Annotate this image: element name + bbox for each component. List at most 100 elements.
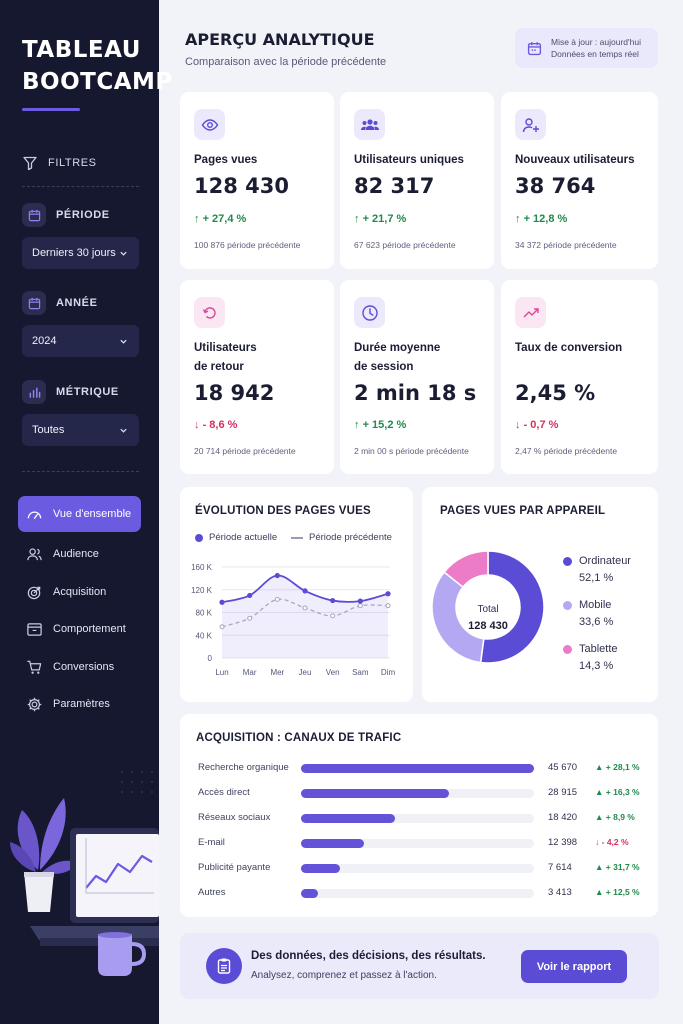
- period-header: PÉRIODE: [22, 203, 110, 227]
- donut-chart-card: PAGES VUES PAR APPAREIL Total 128 430 Or…: [422, 487, 658, 702]
- line-chart: 0 40 K 80 K 120 K 160 K Lun Mar Mer Jeu Ven Sam Dim: [191, 563, 395, 677]
- period-select[interactable]: Derniers 30 jours: [22, 237, 139, 269]
- cta-banner: Des données, des décisions, des résultat…: [180, 933, 659, 999]
- data-point-current: [274, 572, 280, 579]
- refresh-icon: [194, 297, 225, 328]
- kpi-value: 38 764: [515, 174, 596, 198]
- y-tick-label: 40 K: [196, 631, 213, 640]
- kpi-card-returning-users: Utilisateurs de retour 18 942 ↓ - 8,6 % 2…: [180, 280, 334, 474]
- channel-delta: ▲ + 31,7 %: [595, 862, 640, 872]
- arrow-up-icon: ▲: [595, 862, 604, 872]
- page-title: APERÇU ANALYTIQUE: [185, 30, 375, 49]
- nav-item-settings[interactable]: Paramètres: [18, 686, 141, 722]
- x-tick-label: Mar: [243, 668, 257, 677]
- sidebar-divider: [22, 186, 139, 187]
- channel-value: 28 915: [548, 787, 578, 798]
- nav-item-acquisition[interactable]: Acquisition: [18, 574, 141, 610]
- kpi-card-unique-users: Utilisateurs uniques 82 317 ↑ + 21,7 % 6…: [340, 92, 494, 269]
- acquisition-title: ACQUISITION : CANAUX DE TRAFIC: [196, 732, 402, 744]
- year-label: ANNÉE: [56, 297, 98, 309]
- eye-icon: [194, 109, 225, 140]
- cart-icon: [26, 659, 43, 676]
- legend-dot-tablet: [563, 645, 572, 654]
- metric-header: MÉTRIQUE: [22, 380, 119, 404]
- donut-slice-ordinateur: [479, 550, 545, 664]
- channel-delta: ▲ + 28,1 %: [595, 762, 640, 772]
- cta-title: Des données, des décisions, des résultat…: [251, 950, 486, 962]
- view-report-button[interactable]: Voir le rapport: [521, 950, 627, 983]
- nav-item-audience[interactable]: Audience: [18, 536, 141, 572]
- channel-bar: [301, 764, 534, 773]
- kpi-previous: 2 min 00 s période précédente: [354, 446, 469, 456]
- kpi-card-page-views: Pages vues 128 430 ↑ + 27,4 % 100 876 pé…: [180, 92, 334, 269]
- sidebar-divider: [22, 471, 139, 472]
- area-fill: [222, 575, 388, 658]
- brand-logo: TABLEAU BOOTCAMP: [22, 34, 173, 98]
- kpi-label: Utilisateurs de retour: [194, 342, 257, 373]
- kpi-label: Utilisateurs uniques: [354, 154, 464, 166]
- legend-previous: Période précédente: [291, 532, 392, 543]
- kpi-card-new-users: Nouveaux utilisateurs 38 764 ↑ + 12,8 % …: [501, 92, 658, 269]
- channel-bar: [301, 864, 340, 873]
- data-point-previous: [274, 596, 280, 602]
- arrow-up-icon: ▲: [595, 887, 604, 897]
- update-status: Mise à jour : aujourd'hui Données en tem…: [515, 28, 658, 68]
- nav-label: Conversions: [53, 661, 115, 673]
- update-realtime: Données en temps réel: [551, 49, 639, 59]
- kpi-delta: ↑ + 15,2 %: [354, 419, 407, 431]
- nav-item-behavior[interactable]: Comportement: [18, 611, 141, 647]
- channel-name: Réseaux sociaux: [198, 812, 271, 823]
- data-point-previous: [357, 603, 363, 609]
- kpi-previous: 2,47 % période précédente: [515, 446, 618, 456]
- channel-bar-track: [301, 789, 534, 798]
- channel-delta: ↓ - 4,2 %: [595, 837, 629, 847]
- users-icon: [26, 546, 43, 563]
- y-tick-label: 0: [208, 654, 213, 663]
- donut-center-label: Total: [477, 604, 499, 615]
- chevron-down-icon: [119, 426, 128, 435]
- kpi-value: 82 317: [354, 174, 435, 198]
- kpi-label: Pages vues: [194, 154, 258, 166]
- channel-name: Publicité payante: [198, 862, 271, 873]
- year-select[interactable]: 2024: [22, 325, 139, 357]
- kpi-delta: ↓ - 0,7 %: [515, 419, 559, 431]
- nav-item-overview[interactable]: Vue d'ensemble: [18, 496, 141, 532]
- channel-bar: [301, 814, 395, 823]
- channel-name: E-mail: [198, 837, 225, 848]
- channel-bar: [301, 789, 449, 798]
- nav-label: Paramètres: [53, 698, 110, 710]
- table-row: Réseaux sociaux 18 420 ▲ + 8,9 %: [180, 808, 658, 828]
- update-time: Mise à jour : aujourd'hui: [551, 37, 641, 47]
- group-icon: [354, 109, 385, 140]
- target-icon: [26, 584, 43, 601]
- x-tick-label: Mer: [270, 668, 284, 677]
- data-point-current: [385, 591, 391, 597]
- device-name: Ordinateur: [579, 555, 631, 567]
- nav-label: Acquisition: [53, 586, 107, 598]
- kpi-label: Durée moyenne de session: [354, 342, 441, 373]
- cta-subtitle: Analysez, comprenez et passez à l'action…: [251, 970, 437, 981]
- x-tick-label: Lun: [215, 668, 228, 677]
- channel-bar: [301, 839, 365, 848]
- line-chart-card: ÉVOLUTION DES PAGES VUES Période actuell…: [180, 487, 413, 702]
- y-tick-label: 160 K: [191, 563, 213, 572]
- channel-delta: ▲ + 16,3 %: [595, 787, 640, 797]
- period-label: PÉRIODE: [56, 209, 110, 221]
- filters-header: FILTRES: [22, 155, 97, 171]
- kpi-delta: ↑ + 12,8 %: [515, 213, 568, 225]
- metric-select[interactable]: Toutes: [22, 414, 139, 446]
- kpi-value: 128 430: [194, 174, 289, 198]
- calendar-icon: [22, 291, 46, 315]
- kpi-previous: 100 876 période précédente: [194, 240, 301, 250]
- kpi-value: 2,45 %: [515, 381, 596, 405]
- report-icon: [206, 948, 242, 984]
- channel-value: 7 614: [548, 862, 572, 873]
- table-row: Accès direct 28 915 ▲ + 16,3 %: [180, 783, 658, 803]
- data-point-current: [302, 588, 308, 594]
- nav-item-conversions[interactable]: Conversions: [18, 649, 141, 685]
- acquisition-card: ACQUISITION : CANAUX DE TRAFIC Recherche…: [180, 714, 658, 917]
- channel-bar: [301, 889, 319, 898]
- nav-label: Audience: [53, 548, 99, 560]
- chevron-down-icon: [119, 249, 128, 258]
- metric-value: Toutes: [32, 424, 65, 436]
